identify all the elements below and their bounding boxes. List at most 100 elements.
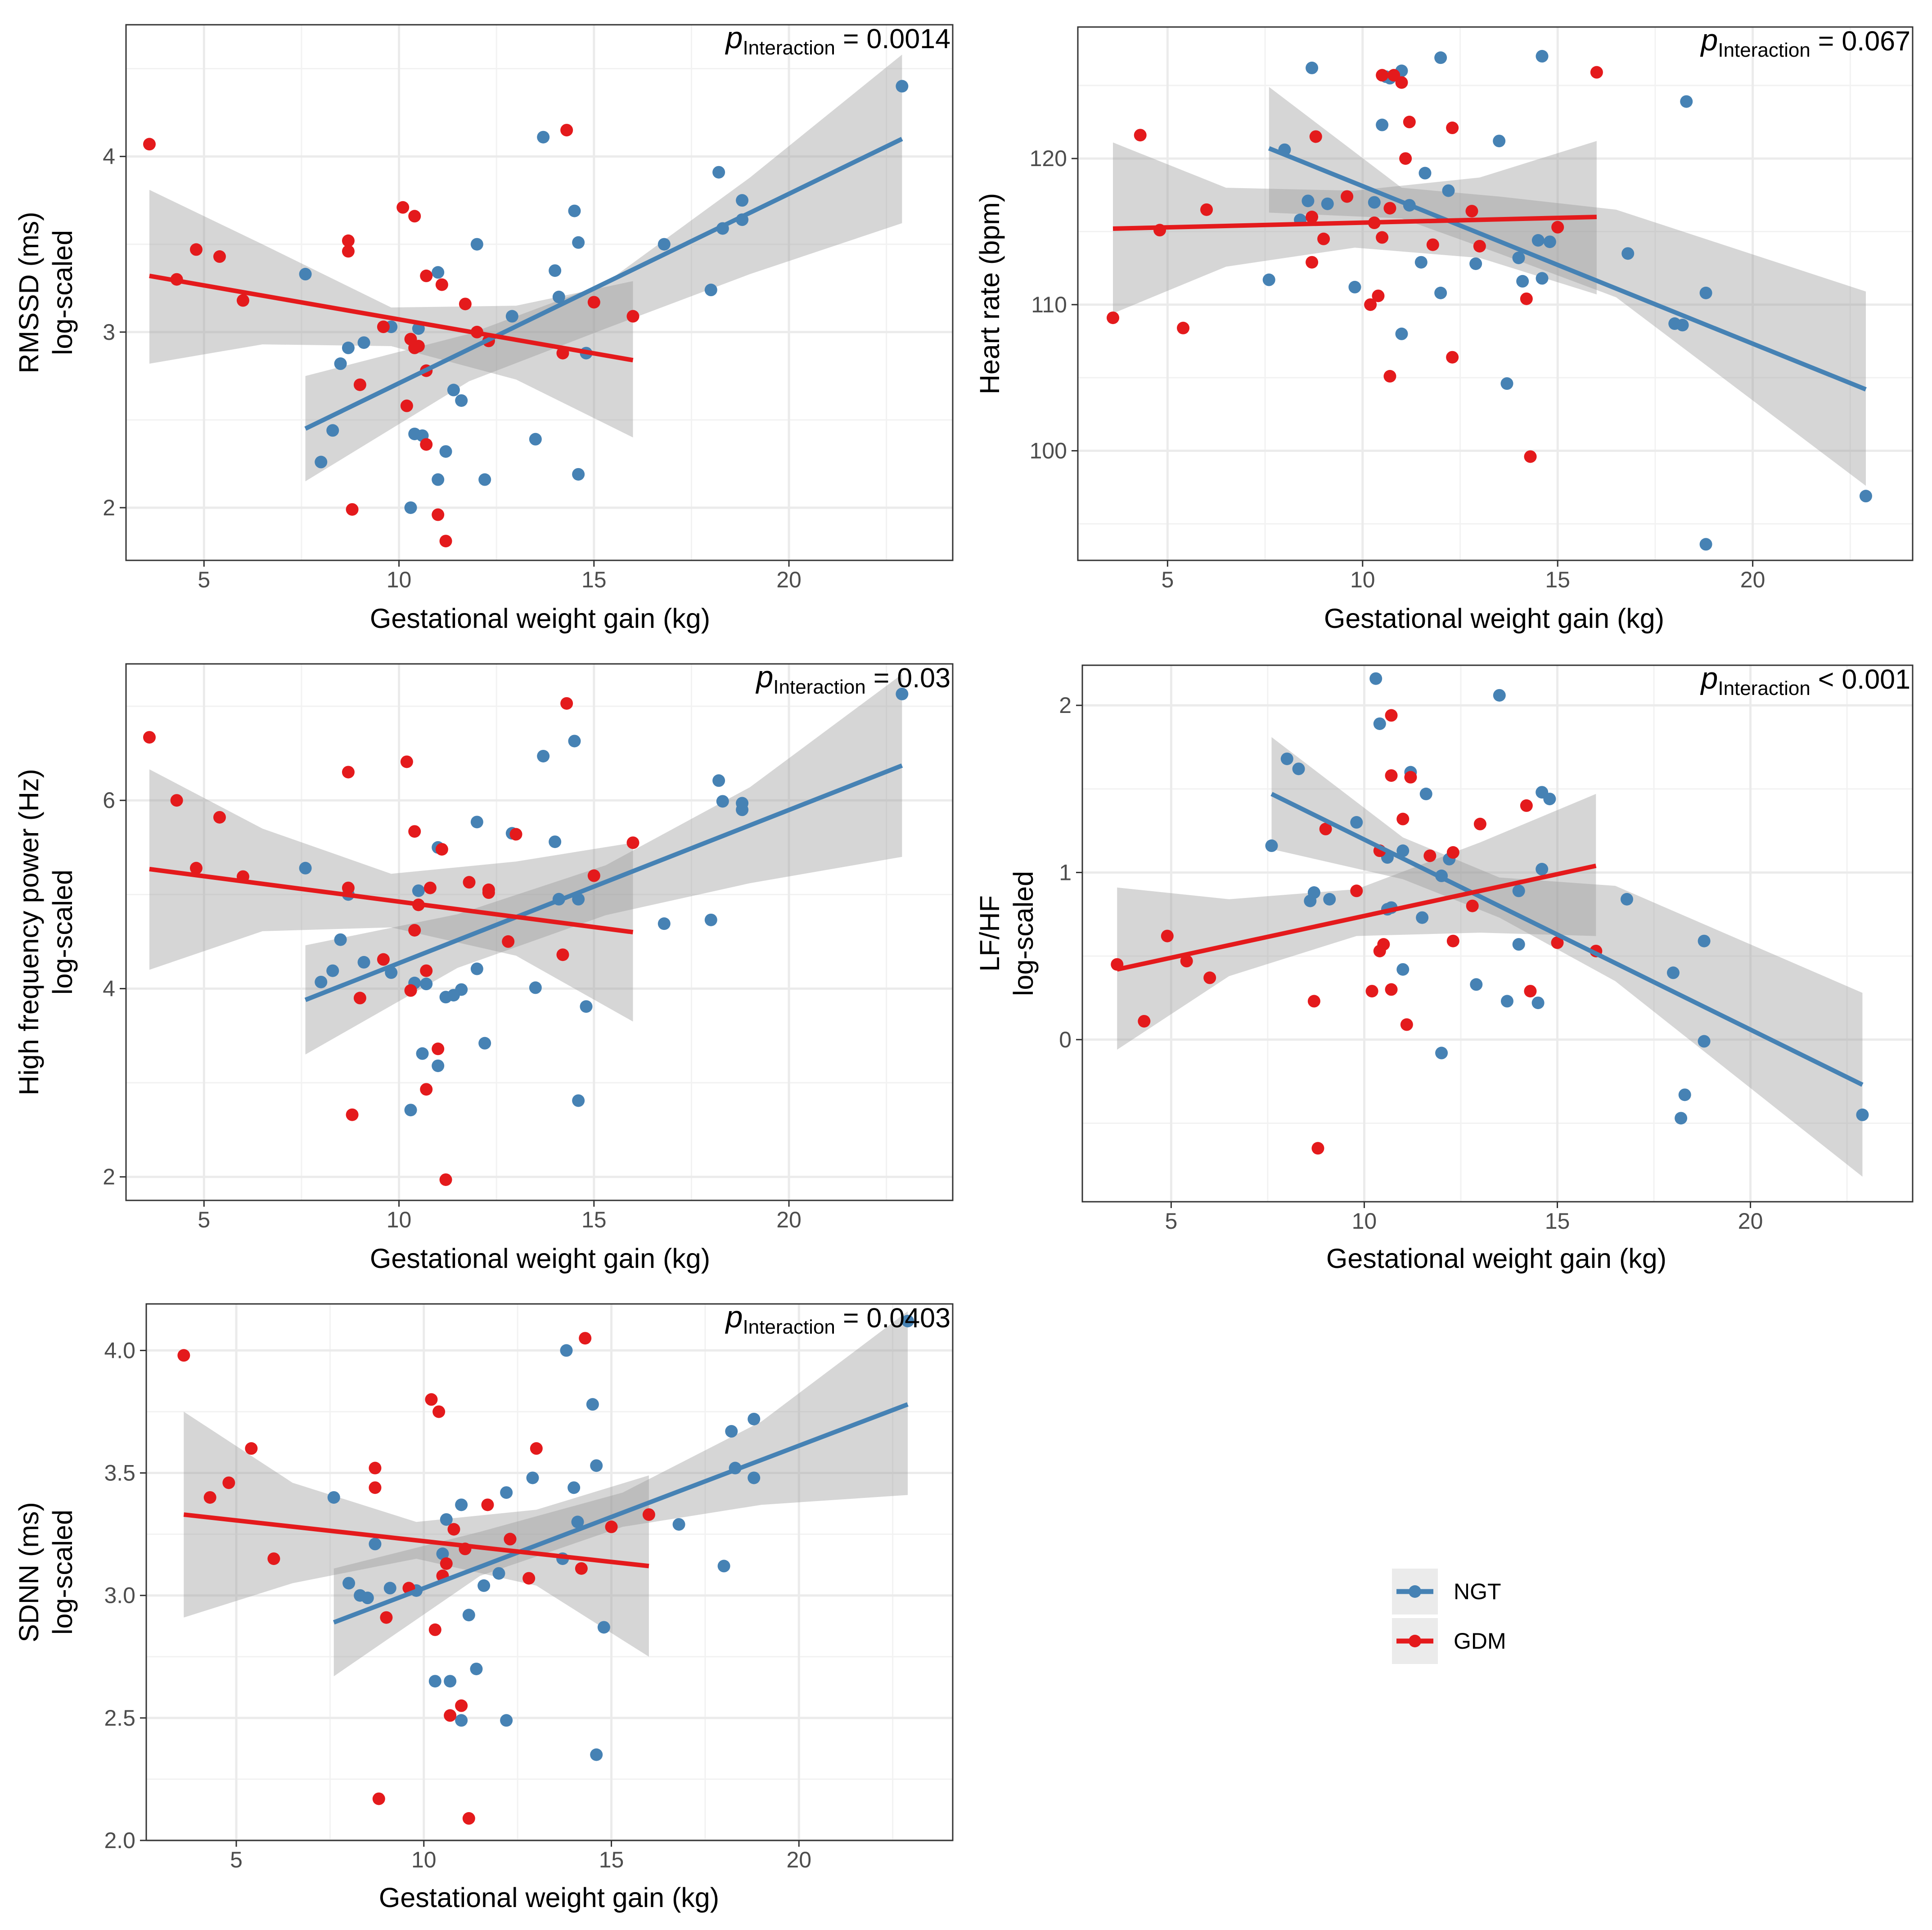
point-ngt (470, 238, 483, 251)
point-ngt (327, 1491, 340, 1504)
x-tick-label: 5 (198, 1207, 210, 1232)
point-ngt (901, 1315, 914, 1328)
point-gdm (1306, 211, 1319, 224)
x-tick-label: 20 (786, 1847, 811, 1872)
point-ngt (526, 1471, 539, 1484)
point-gdm (560, 124, 573, 137)
point-gdm (1306, 256, 1319, 269)
point-gdm (245, 1442, 258, 1455)
point-ngt (420, 978, 433, 991)
point-gdm (342, 245, 355, 258)
point-ngt (404, 1104, 417, 1117)
point-gdm (1473, 817, 1486, 830)
point-gdm (400, 755, 413, 768)
x-tick-label: 15 (599, 1847, 624, 1872)
point-ngt (552, 290, 565, 303)
panel-border (1081, 664, 1914, 1203)
point-gdm (435, 843, 448, 856)
y-tick-label: 4 (103, 976, 115, 1001)
point-gdm (369, 1481, 382, 1494)
point-ngt (334, 933, 347, 946)
point-gdm (1309, 130, 1322, 143)
p-subscript: Interaction (773, 676, 865, 698)
point-ngt (529, 433, 542, 446)
point-gdm (1385, 983, 1398, 996)
point-gdm (1446, 122, 1459, 135)
legend-label-gdm: GDM (1454, 1628, 1506, 1654)
point-ngt (315, 975, 328, 988)
point-gdm (420, 438, 433, 451)
point-gdm (1376, 231, 1389, 244)
point-ngt (412, 884, 425, 897)
point-ngt (416, 1047, 429, 1060)
point-ngt (1512, 884, 1525, 897)
p-value: = 0.03 (866, 663, 950, 693)
x-tick-label: 20 (1740, 567, 1765, 592)
point-ngt (1348, 280, 1361, 293)
point-gdm (587, 296, 600, 309)
point-ngt (1512, 251, 1525, 264)
y-axis-subtitle: log-scaled (47, 1510, 78, 1635)
point-ngt (748, 1471, 761, 1484)
point-gdm (408, 924, 421, 937)
point-ngt (369, 1538, 382, 1551)
point-ngt (342, 341, 355, 354)
y-tick-label: 3.0 (104, 1583, 135, 1608)
ci-band-gdm (1113, 141, 1597, 314)
point-gdm (1134, 129, 1147, 142)
point-gdm (143, 731, 156, 744)
point-ngt (1376, 118, 1389, 131)
point-gdm (1395, 76, 1408, 89)
point-ngt (704, 913, 717, 926)
x-axis-title: Gestational weight gain (kg) (370, 1243, 710, 1274)
point-ngt (1470, 978, 1483, 991)
point-ngt (1621, 247, 1635, 260)
point-ngt (1678, 1088, 1691, 1101)
point-gdm (502, 935, 515, 948)
p-value: < 0.001 (1810, 664, 1910, 694)
plot-area (1111, 672, 1869, 1177)
point-ngt (342, 1577, 356, 1590)
point-ngt (1435, 1046, 1448, 1060)
point-ngt (567, 1481, 581, 1494)
point-gdm (267, 1552, 280, 1565)
point-gdm (400, 399, 413, 412)
point-ngt (299, 861, 312, 875)
point-gdm (1203, 971, 1216, 984)
point-gdm (1319, 822, 1332, 835)
point-ngt (1531, 234, 1545, 247)
point-ngt (712, 166, 725, 179)
y-axis-subtitle: log-scaled (1008, 871, 1039, 996)
point-gdm (447, 1523, 460, 1536)
point-gdm (377, 953, 390, 966)
point-ngt (672, 1518, 685, 1531)
point-ngt (704, 284, 717, 297)
point-gdm (626, 310, 639, 323)
point-ngt (1414, 256, 1428, 269)
y-tick-label: 4 (103, 144, 115, 169)
point-ngt (568, 204, 581, 217)
point-ngt (572, 468, 585, 481)
point-gdm (1383, 370, 1396, 383)
point-gdm (170, 794, 183, 807)
point-ngt (571, 1515, 584, 1529)
legend-key-point-gdm (1409, 1635, 1421, 1647)
point-gdm (189, 243, 203, 256)
point-ngt (1368, 196, 1381, 209)
point-ngt (1536, 863, 1549, 876)
point-ngt (470, 1662, 483, 1675)
point-gdm (522, 1572, 536, 1585)
point-gdm (342, 234, 355, 247)
x-tick-label: 5 (230, 1847, 243, 1872)
point-gdm (420, 1083, 433, 1096)
ci-band-ngt (1269, 87, 1866, 486)
point-ngt (1699, 286, 1712, 299)
fit-line-ngt (333, 1402, 909, 1625)
y-tick-label: 3 (103, 320, 115, 345)
point-gdm (1350, 884, 1363, 897)
point-gdm (1473, 239, 1486, 253)
x-tick-label: 20 (776, 567, 802, 592)
point-gdm (236, 294, 249, 307)
point-gdm (439, 1173, 452, 1186)
point-ngt (500, 1486, 513, 1499)
